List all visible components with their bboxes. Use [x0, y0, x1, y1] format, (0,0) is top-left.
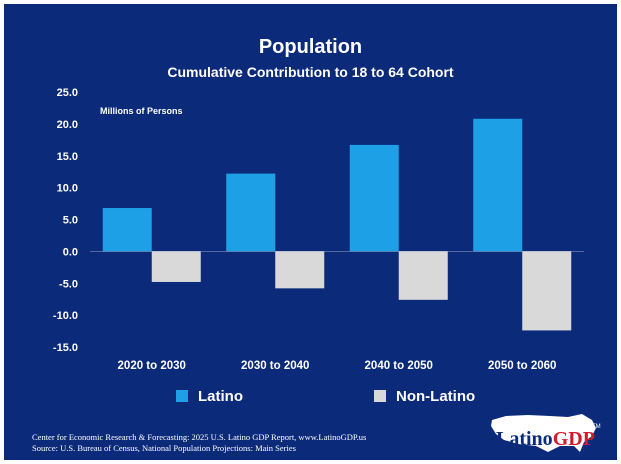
bar-chart: 25.0 20.0 15.0 10.0 5.0 0.0 -5.0 -10.0 -15.0 Mill…	[53, 87, 584, 372]
bar-latino	[473, 118, 523, 252]
y-tick-label: -10.0	[53, 310, 78, 322]
bar-non-latino	[398, 251, 448, 300]
chart-slide: Population Cumulative Contribution to 18…	[4, 4, 617, 460]
bar-non-latino	[275, 251, 325, 289]
chart-title: Population	[258, 36, 363, 58]
bar-non-latino	[151, 251, 201, 282]
logo-latino-text: Latino	[496, 428, 553, 450]
bar-latino	[226, 173, 276, 252]
y-tick-label: -5.0	[59, 278, 78, 290]
bar-latino	[102, 208, 152, 252]
legend-swatch-non-latino	[374, 390, 386, 402]
legend-swatch-latino	[176, 390, 188, 402]
source-footnote: Center for Economic Research & Forecasti…	[32, 432, 472, 454]
x-tick-label: 2030 to 2040	[241, 360, 309, 372]
bar-latino	[349, 144, 399, 252]
footnote-line-2: Source: U.S. Bureau of Census, National …	[32, 443, 296, 453]
legend-item-latino: Latino	[176, 386, 243, 406]
footnote-line-1: Center for Economic Research & Forecasti…	[32, 432, 367, 442]
x-tick-label: 2050 to 2060	[488, 360, 556, 372]
y-tick-label: 5.0	[63, 215, 78, 227]
legend-label-non-latino: Non-Latino	[396, 387, 476, 405]
chart-subtitle: Cumulative Contribution to 18 to 64 Coho…	[167, 64, 454, 80]
logo-trademark: TM	[592, 424, 601, 430]
y-tick-label: 10.0	[57, 183, 78, 195]
y-tick-label: 20.0	[57, 119, 78, 131]
y-axis-label: Millions of Persons	[100, 106, 183, 116]
y-tick-label: 25.0	[57, 87, 78, 99]
logo-wordmark: LatinoGDP	[496, 428, 595, 451]
y-tick-label: 0.0	[63, 246, 78, 258]
y-tick-label: -15.0	[53, 342, 78, 354]
y-tick-label: 15.0	[57, 151, 78, 163]
logo-gdp-text: GDP	[552, 428, 595, 450]
usa-map-icon	[491, 414, 596, 452]
bar-non-latino	[522, 251, 572, 331]
latino-gdp-logo: LatinoGDP TM	[488, 410, 602, 456]
x-tick-label: 2020 to 2030	[118, 360, 186, 372]
x-tick-label: 2040 to 2050	[365, 360, 433, 372]
legend-item-non-latino: Non-Latino	[374, 386, 475, 406]
legend-label-latino: Latino	[198, 387, 243, 405]
